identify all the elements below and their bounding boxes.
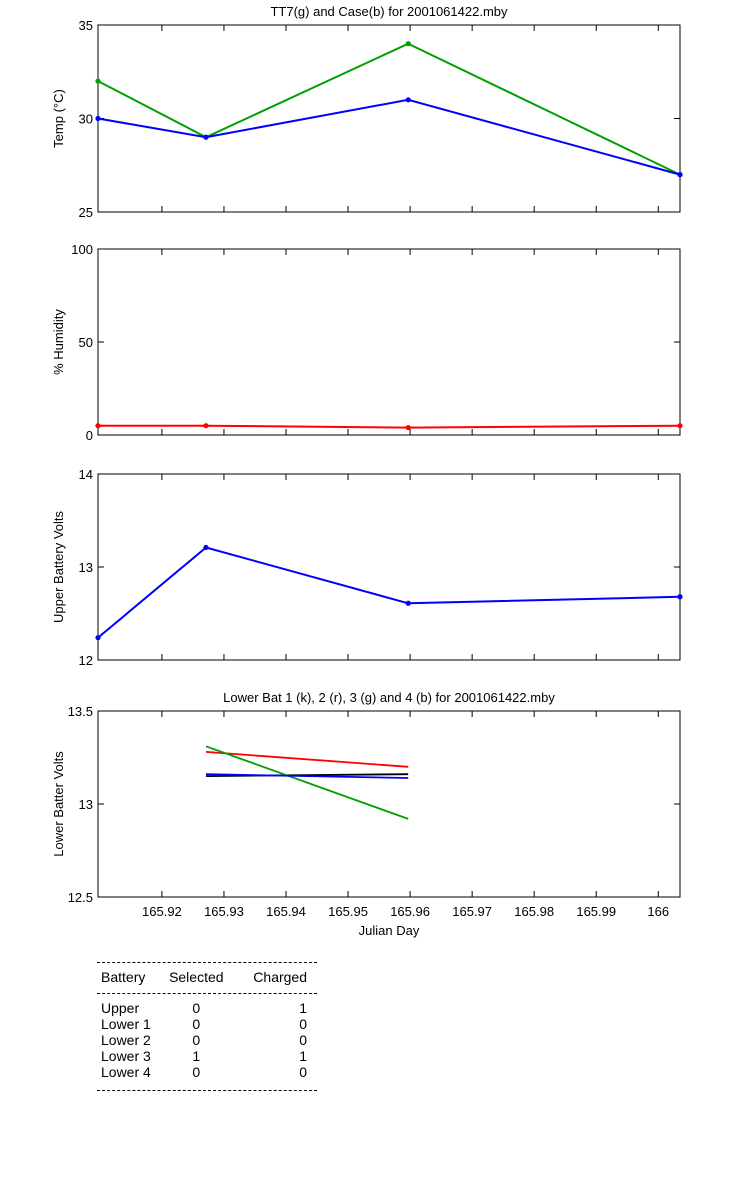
- cell-charged: 1: [299, 1000, 307, 1016]
- y-axis-label: % Humidity: [51, 309, 66, 375]
- y-tick-label: 13: [79, 797, 93, 812]
- chart-title: TT7(g) and Case(b) for 2001061422.mby: [270, 4, 508, 19]
- x-tick-label: 165.92: [142, 904, 182, 919]
- table-row: Lower 2 0 0: [97, 1032, 317, 1048]
- y-tick-label: 13.5: [68, 704, 93, 719]
- cell-selected: 0: [192, 1032, 201, 1048]
- table-row: Lower 3 1 1: [97, 1048, 317, 1064]
- data-point: [95, 78, 101, 84]
- data-point: [95, 635, 101, 641]
- data-point: [95, 423, 101, 429]
- x-tick-label: 165.99: [576, 904, 616, 919]
- battery-status-table: Battery Selected Charged Upper 0 1 Lower…: [97, 962, 317, 1091]
- series-line: [205, 773, 409, 777]
- data-point: [203, 423, 209, 429]
- y-tick-label: 50: [79, 335, 93, 350]
- series-line: [98, 424, 681, 429]
- cell-charged: 0: [299, 1064, 307, 1080]
- data-point: [677, 423, 683, 429]
- x-tick-label: 165.94: [266, 904, 306, 919]
- cell-battery: Lower 3: [101, 1048, 151, 1064]
- table-divider: [97, 962, 317, 963]
- plot-frame: [97, 710, 681, 898]
- y-tick-label: 12.5: [68, 890, 93, 905]
- cell-battery: Lower 1: [101, 1016, 151, 1032]
- table-divider: [97, 993, 317, 994]
- table-row: Upper 0 1: [97, 1000, 317, 1016]
- plot-frame: [97, 473, 681, 661]
- figure: 25 30 35 TT7(g) and Case(b) for 2001061422.…: [51, 4, 683, 938]
- header-battery: Battery: [101, 969, 146, 985]
- cell-charged: 1: [299, 1048, 307, 1064]
- series-line: [205, 751, 409, 768]
- table-row: Lower 4 0 0: [97, 1064, 317, 1080]
- data-point: [203, 544, 209, 551]
- y-axis-label: Lower Batter Volts: [51, 751, 66, 857]
- cell-selected: 0: [192, 1016, 201, 1032]
- data-point: [405, 424, 411, 431]
- x-tick-label: 165.93: [204, 904, 244, 919]
- data-point: [203, 134, 209, 140]
- cell-selected: 1: [192, 1048, 201, 1064]
- table-header-row: Battery Selected Charged: [97, 963, 317, 993]
- y-tick-label: 0: [86, 428, 93, 443]
- y-axis-label: Temp (°C): [51, 89, 66, 148]
- data-point: [405, 97, 411, 103]
- series-line: [97, 546, 681, 639]
- cell-charged: 0: [299, 1016, 307, 1032]
- table-divider: [97, 1090, 317, 1091]
- y-tick-label: 13: [79, 560, 93, 575]
- y-tick-label: 35: [79, 18, 93, 33]
- series-line: [97, 42, 681, 176]
- header-selected: Selected: [169, 969, 224, 985]
- cell-battery: Upper: [101, 1000, 140, 1016]
- data-point: [677, 594, 683, 600]
- cell-charged: 0: [299, 1032, 307, 1048]
- y-tick-label: 12: [79, 653, 93, 668]
- cell-selected: 0: [192, 1000, 201, 1016]
- cell-selected: 0: [192, 1064, 201, 1080]
- header-charged: Charged: [253, 969, 307, 985]
- table-row: Lower 1 0 0: [97, 1016, 317, 1032]
- x-tick-label: 165.98: [514, 904, 554, 919]
- y-tick-label: 30: [79, 112, 93, 127]
- series-line: [97, 98, 681, 176]
- x-tick-label: 165.97: [452, 904, 492, 919]
- cell-battery: Lower 4: [101, 1064, 151, 1080]
- x-axis-label: Julian Day: [359, 923, 420, 938]
- x-tick-label: 166: [647, 904, 669, 919]
- y-tick-label: 14: [79, 467, 93, 482]
- y-tick-label: 100: [71, 242, 93, 257]
- y-tick-label: 25: [79, 205, 93, 220]
- data-point: [95, 115, 101, 122]
- x-tick-label: 165.95: [328, 904, 368, 919]
- plot-frame: [97, 248, 681, 436]
- series-line: [205, 773, 409, 779]
- series-line: [205, 745, 409, 820]
- x-tick-label: 165.96: [390, 904, 430, 919]
- data-point: [405, 600, 411, 606]
- cell-battery: Lower 2: [101, 1032, 151, 1048]
- data-point: [677, 172, 683, 178]
- chart-title: Lower Bat 1 (k), 2 (r), 3 (g) and 4 (b) …: [223, 690, 555, 705]
- data-point: [405, 41, 411, 47]
- y-axis-label: Upper Battery Volts: [51, 511, 66, 623]
